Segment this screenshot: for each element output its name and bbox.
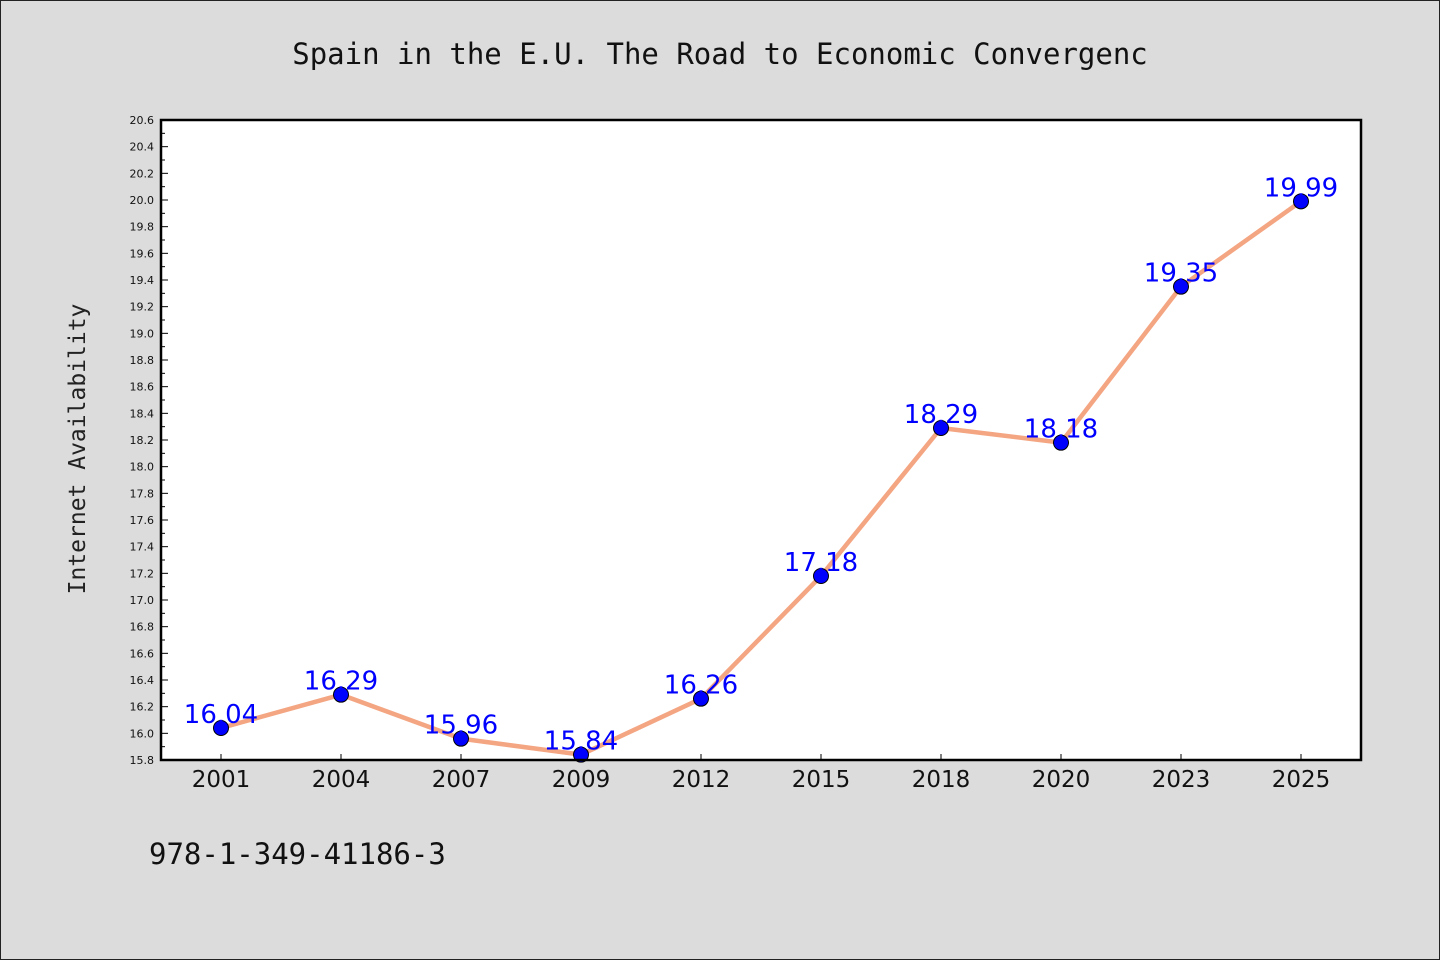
data-label: 16.04 xyxy=(184,700,258,730)
y-tick-label: 18.8 xyxy=(130,354,155,367)
y-tick-label: 17.2 xyxy=(130,567,155,580)
x-axis: 2001 2004 2007 2009 2012 2015 2018 2020 2023 2025 xyxy=(192,754,1331,793)
x-tick-label: 2025 xyxy=(1272,767,1331,793)
x-tick-label: 2007 xyxy=(432,767,491,793)
data-label: 18.18 xyxy=(1024,415,1098,445)
y-tick-label: 16.2 xyxy=(130,701,155,714)
x-tick-label: 2023 xyxy=(1152,767,1211,793)
plot-frame xyxy=(159,118,1363,762)
x-tick-label: 2009 xyxy=(552,767,611,793)
y-tick-label: 20.6 xyxy=(130,114,155,127)
y-tick-label: 19.6 xyxy=(130,247,155,260)
data-label: 15.84 xyxy=(544,727,618,757)
y-tick-label: 18.4 xyxy=(130,407,155,420)
data-label: 19.35 xyxy=(1144,259,1218,289)
y-tick-label: 20.2 xyxy=(130,167,155,180)
data-label: 17.18 xyxy=(784,548,858,578)
y-tick-label: 17.4 xyxy=(130,541,155,554)
y-tick-label: 16.0 xyxy=(130,727,155,740)
y-axis-label: Internet Availability xyxy=(65,304,91,595)
y-tick-label: 19.0 xyxy=(130,327,155,340)
data-label: 19.99 xyxy=(1264,173,1338,203)
data-label: 18.29 xyxy=(904,400,978,430)
y-tick-label: 17.6 xyxy=(130,514,155,527)
y-tick-label: 19.2 xyxy=(130,301,155,314)
y-tick-label: 20.0 xyxy=(130,194,155,207)
y-tick-label: 17.0 xyxy=(130,594,155,607)
data-label: 16.29 xyxy=(304,667,378,697)
y-tick-label: 19.4 xyxy=(130,274,155,287)
data-point xyxy=(1293,193,1309,210)
y-tick-label: 17.8 xyxy=(130,487,155,500)
x-tick-label: 2012 xyxy=(672,767,731,793)
data-point xyxy=(573,746,589,763)
y-tick-label: 16.6 xyxy=(130,647,155,660)
data-point xyxy=(333,686,349,703)
chart-title: Spain in the E.U. The Road to Economic C… xyxy=(292,37,1148,71)
y-tick-label: 19.8 xyxy=(130,221,155,234)
plot-area xyxy=(161,120,1361,760)
data-point xyxy=(1173,278,1189,295)
x-tick-label: 2018 xyxy=(912,767,971,793)
y-axis: 15.8 16.0 16.2 16.4 16.6 16.8 17.0 17.2 17.4 17.6… xyxy=(130,114,168,767)
data-label: 16.26 xyxy=(664,671,738,701)
data-point xyxy=(813,568,829,584)
data-point xyxy=(933,420,949,436)
x-tick-label: 2001 xyxy=(192,767,251,793)
x-tick-label: 2020 xyxy=(1032,767,1091,793)
data-label: 15.96 xyxy=(424,711,498,741)
data-point xyxy=(1053,434,1069,451)
data-point xyxy=(213,720,229,736)
y-tick-label: 18.2 xyxy=(130,434,155,447)
y-tick-label: 16.8 xyxy=(130,621,155,634)
y-tick-label: 18.0 xyxy=(130,461,155,474)
y-tick-label: 16.4 xyxy=(130,674,155,687)
series-layer: 16.04 16.29 15.96 15.84 16.26 17.18 18.29 18.18… xyxy=(184,173,1338,763)
footer-code: 978-1-349-41186-3 xyxy=(149,837,446,871)
data-point xyxy=(453,730,469,747)
data-point xyxy=(693,690,709,707)
x-tick-label: 2004 xyxy=(312,767,371,793)
x-tick-label: 2015 xyxy=(792,767,851,793)
y-tick-label: 18.6 xyxy=(130,381,155,394)
y-tick-label: 20.4 xyxy=(130,141,155,154)
series-line xyxy=(218,199,1304,757)
y-tick-label: 15.8 xyxy=(130,754,155,767)
